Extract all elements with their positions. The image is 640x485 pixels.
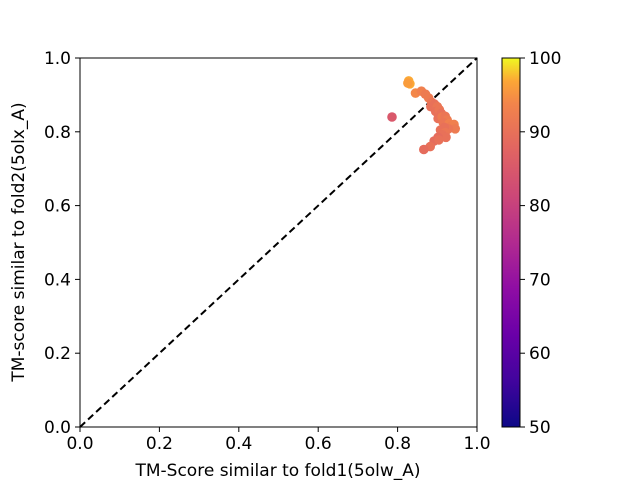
- colorbar-ticks: 50 60 70 80 90 100: [520, 49, 561, 438]
- x-axis-title: TM-Score similar to fold1(5olw_A): [134, 461, 420, 480]
- y-tick-label: 0.8: [44, 123, 71, 143]
- scatter-point: [387, 112, 397, 122]
- colorbar: 50 60 70 80 90 100: [501, 49, 561, 438]
- x-tick-label: 0.4: [225, 434, 252, 454]
- y-tick-label: 1.0: [44, 49, 71, 69]
- x-axis: 0.0 0.2 0.4 0.6 0.8 1.0: [66, 427, 491, 454]
- x-tick-label: 1.0: [463, 434, 490, 454]
- diagonal-reference-line: [79, 57, 478, 428]
- colorbar-tick-label: 60: [529, 344, 551, 364]
- y-axis-title: TM-score similar to fold2(5olx_A): [9, 102, 29, 382]
- y-tick-label: 0.0: [44, 418, 71, 438]
- colorbar-tick-label: 50: [529, 418, 551, 438]
- scatter-point: [419, 144, 429, 155]
- plot-frame: [79, 57, 478, 428]
- colorbar-gradient: [502, 58, 520, 427]
- x-tick-label: 0.2: [146, 434, 173, 454]
- colorbar-tick-label: 100: [529, 49, 561, 69]
- y-tick-label: 0.4: [44, 270, 71, 290]
- y-tick-label: 0.6: [44, 197, 71, 217]
- x-tick-label: 0.6: [305, 434, 332, 454]
- colorbar-tick-label: 70: [529, 270, 551, 290]
- x-tick-label: 0.8: [384, 434, 411, 454]
- x-tick-label: 0.0: [66, 434, 93, 454]
- colorbar-tick-label: 80: [529, 197, 551, 217]
- y-tick-label: 0.2: [44, 344, 71, 364]
- scatter-point: [434, 135, 444, 145]
- y-axis: 0.0 0.2 0.4 0.6 0.8 1.0: [44, 49, 80, 438]
- scatter-point: [403, 78, 413, 88]
- plot-area: [79, 57, 478, 428]
- colorbar-frame: [501, 57, 521, 428]
- colorbar-tick-label: 90: [529, 123, 551, 143]
- scatter-point: [450, 124, 461, 134]
